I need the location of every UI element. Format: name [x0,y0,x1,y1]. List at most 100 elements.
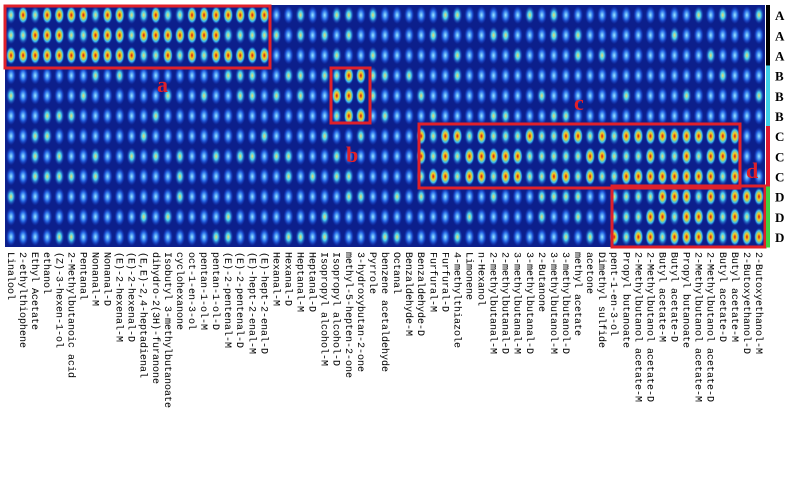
heatmap-spot [524,127,535,146]
heatmap-spot [78,86,89,105]
heatmap-spot [235,86,246,105]
heatmap-spot [162,127,173,146]
heatmap-spot [150,66,161,85]
heatmap-spot [717,187,728,206]
heatmap-spot [633,26,644,45]
heatmap-spot [5,187,17,206]
column-label: Propyl butanoate [680,252,692,348]
heatmap-spot [42,147,53,166]
heatmap-spot [741,147,752,166]
group-color-bar [766,5,770,248]
heatmap-spot [174,26,185,45]
heatmap-spot [66,187,77,206]
region-label: b [346,142,358,167]
heatmap-spot [500,227,511,246]
heatmap-spot [753,207,765,226]
heatmap-spot [512,147,523,166]
column-label: Furfural-D [438,252,450,312]
heatmap-spot [524,147,535,166]
heatmap-spot [271,127,282,146]
heatmap-spot [295,147,306,166]
heatmap-spot [18,147,29,166]
column-label: 2-Methylbutanol acetate-D [704,252,716,402]
heatmap-spot [681,6,692,25]
heatmap-spot [476,147,487,166]
heatmap-spot [90,86,101,105]
heatmap-spot [30,207,41,226]
heatmap-spot [102,167,113,186]
heatmap-spot [223,66,234,85]
heatmap-spot [633,167,644,186]
heatmap-spot [18,127,29,146]
heatmap-spot [681,147,692,166]
heatmap-spot [343,127,354,146]
group-swatch [766,45,770,66]
heatmap-spot [211,46,222,65]
heatmap-spot [54,86,65,105]
heatmap-spot [30,66,41,85]
heatmap-spot [90,227,101,246]
heatmap-spot [572,6,584,25]
heatmap-spot [645,167,656,186]
heatmap-spot [331,127,342,146]
heatmap-spot [428,6,439,25]
heatmap-spot [705,207,716,226]
heatmap-spot [18,106,29,125]
heatmap-spot [560,167,572,186]
heatmap-spot [18,26,29,45]
heatmap-spot [66,227,77,246]
heatmap-spot [5,207,17,226]
heatmap-spot [404,26,415,45]
heatmap-spot [138,147,149,166]
heatmap-spot [416,227,427,246]
heatmap-spot [597,106,608,125]
heatmap-spot [259,66,270,85]
heatmap-spot [464,106,475,125]
heatmap-spot [283,26,294,45]
heatmap-spot [30,6,41,25]
heatmap-spot [609,46,620,65]
heatmap-spot [102,207,113,226]
heatmap-spot [681,66,692,85]
heatmap-spot [283,227,294,246]
heatmap-spot [741,167,752,186]
heatmap-spot [307,207,318,226]
heatmap-spot [54,6,65,25]
heatmap-spot [295,86,306,105]
heatmap-spot [150,26,161,45]
heatmap-spot [428,167,439,186]
column-label: Hexanal-D [281,252,293,306]
heatmap-spot [741,6,752,25]
heatmap-spot [621,167,632,186]
heatmap-spot [223,167,234,186]
heatmap-spot [78,66,89,85]
heatmap-spot [500,46,511,65]
heatmap-spot [717,26,728,45]
heatmap-spot [150,167,161,186]
heatmap-spot [753,66,765,85]
heatmap-spot [609,66,620,85]
heatmap-spot [223,6,234,25]
heatmap-spot [753,46,765,65]
heatmap-spot [5,127,17,146]
heatmap-spot [512,227,523,246]
group-swatch [766,25,770,46]
heatmap-spot [452,147,463,166]
heatmap-spot [452,187,463,206]
heatmap-spot [681,46,692,65]
heatmap-spot [597,86,608,105]
heatmap-spot [283,46,294,65]
heatmap-spot [512,26,523,45]
heatmap-spot [379,207,391,226]
heatmap-spot [247,147,258,166]
heatmap-spot [343,227,354,246]
heatmap-spot [500,147,511,166]
heatmap-spot [150,147,161,166]
row-label: D [775,190,784,205]
heatmap-spot [621,106,632,125]
heatmap-spot [379,127,391,146]
heatmap-spot [464,26,475,45]
heatmap-spot [18,227,29,246]
heatmap-spot [391,227,403,246]
heatmap-spot [645,6,656,25]
